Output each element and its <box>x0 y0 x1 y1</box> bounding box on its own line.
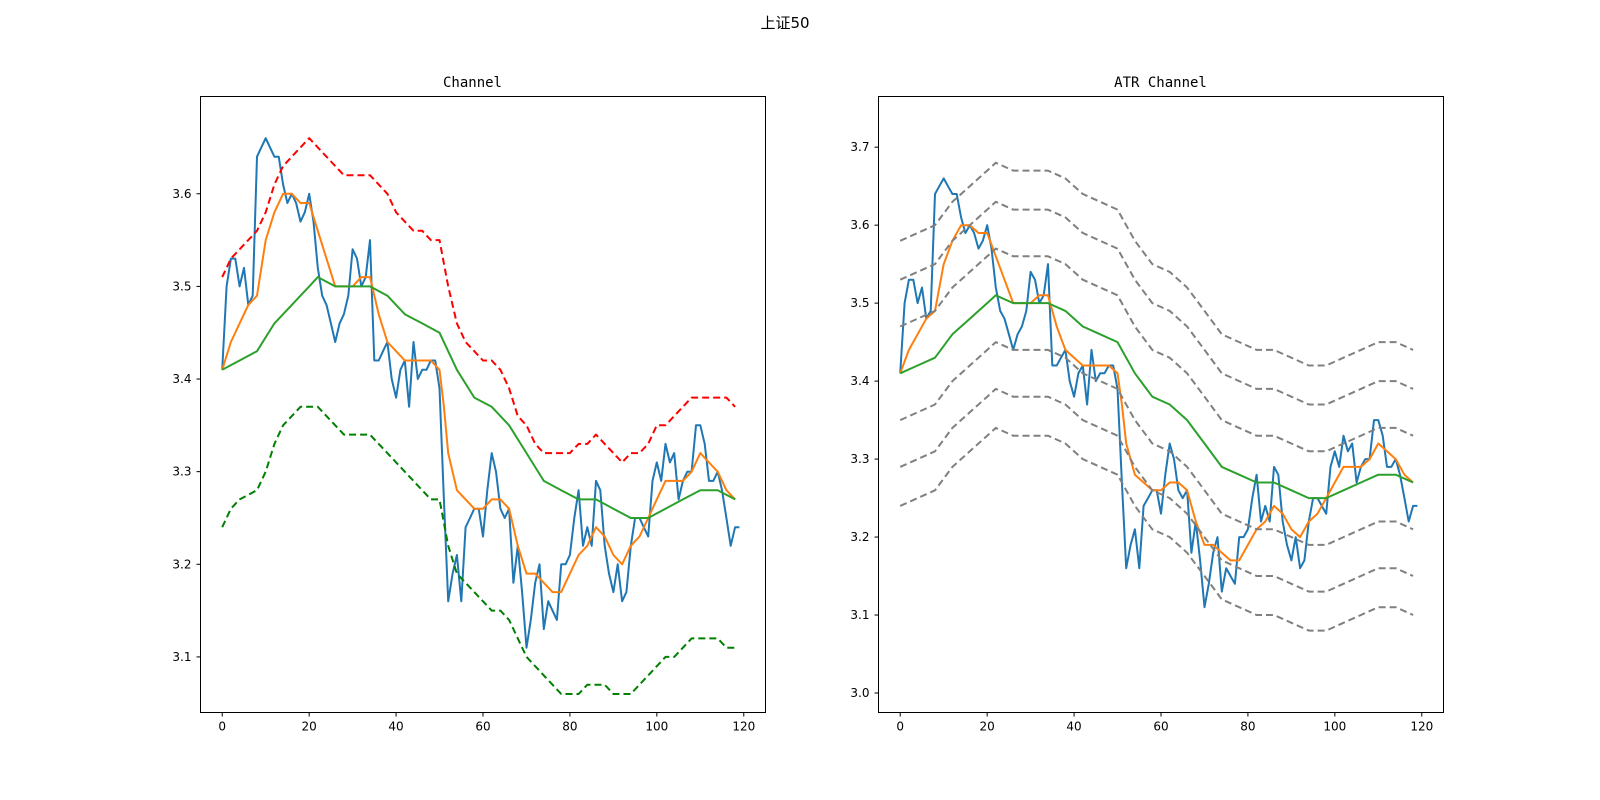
figure-suptitle: 上证50 <box>760 14 809 32</box>
channel-y-tick-label: 3.4 <box>172 372 191 386</box>
atr-channel-x-tick-label: 120 <box>1410 720 1433 734</box>
channel-panel: Channel 0 20 40 60 80 100 120 3.1 3.2 3.3 3.4 3.5 3.… <box>172 75 766 734</box>
atr-channel-y-tick-label: 3.6 <box>850 218 869 232</box>
atr-channel-x-tick-label: 20 <box>980 720 995 734</box>
channel-x-tick-label: 120 <box>732 720 755 734</box>
atr-channel-atr-band-line-4 <box>899 341 1414 546</box>
channel-y-tick-label: 3.2 <box>172 557 191 571</box>
atr-channel-slow-ma-line <box>899 294 1414 500</box>
channel-series-layer <box>221 137 740 695</box>
channel-slow-ma-line <box>221 276 736 519</box>
channel-y-tick-label: 3.1 <box>172 650 191 664</box>
atr-channel-axes-frame <box>878 96 1444 713</box>
atr-channel-fast-ma-line <box>899 224 1414 562</box>
atr-channel-y-tick-label: 3.5 <box>850 296 869 310</box>
atr-channel-y-tick-label: 3.4 <box>850 374 869 388</box>
atr-channel-series-layer <box>899 161 1418 632</box>
channel-x-tick-label: 80 <box>562 720 577 734</box>
atr-channel-y-tick-label: 3.3 <box>850 452 869 466</box>
atr-channel-panel: ATR Channel 0 20 40 60 80 100 120 3.0 3.1 3.2 3.3 3… <box>850 75 1444 734</box>
atr-channel-ticks-layer: 0 20 40 60 80 100 120 3.0 3.1 3.2 3.3 3.4 3.5 3.6 3.7 <box>850 140 1433 733</box>
atr-channel-x-tick-label: 80 <box>1240 720 1255 734</box>
channel-y-tick-label: 3.3 <box>172 465 191 479</box>
atr-channel-x-tick-label: 40 <box>1066 720 1081 734</box>
atr-channel-y-tick-label: 3.1 <box>850 608 869 622</box>
atr-channel-price-line <box>899 177 1418 609</box>
atr-channel-x-tick-label: 100 <box>1323 720 1346 734</box>
atr-channel-y-tick-label: 3.7 <box>850 140 869 154</box>
atr-channel-panel-title: ATR Channel <box>1114 75 1207 91</box>
channel-y-tick-label: 3.5 <box>172 279 191 293</box>
channel-x-tick-label: 40 <box>388 720 403 734</box>
channel-x-tick-label: 100 <box>645 720 668 734</box>
channel-ticks-layer: 0 20 40 60 80 100 120 3.1 3.2 3.3 3.4 3.5 3.6 <box>172 187 755 734</box>
channel-fast-ma-line <box>221 192 736 594</box>
atr-channel-x-tick-label: 0 <box>896 720 904 734</box>
atr-channel-x-tick-label: 60 <box>1153 720 1168 734</box>
channel-panel-title: Channel <box>443 75 502 91</box>
atr-channel-atr-band-line-3 <box>899 247 1414 453</box>
atr-channel-atr-band-line-2 <box>899 200 1414 406</box>
atr-channel-atr-band-line-6 <box>899 426 1414 632</box>
atr-channel-atr-band-line-1 <box>899 161 1414 367</box>
atr-channel-y-tick-label: 3.2 <box>850 530 869 544</box>
channel-y-tick-label: 3.6 <box>172 187 191 201</box>
channel-lower-channel-line <box>221 405 736 695</box>
channel-x-tick-label: 60 <box>475 720 490 734</box>
channel-x-tick-label: 0 <box>218 720 226 734</box>
channel-upper-channel-line <box>221 137 736 464</box>
atr-channel-y-tick-label: 3.0 <box>850 686 869 700</box>
channel-axes-frame <box>200 96 766 713</box>
atr-channel-atr-band-line-5 <box>899 387 1414 593</box>
channel-price-line <box>221 137 740 649</box>
channel-x-tick-label: 20 <box>302 720 317 734</box>
